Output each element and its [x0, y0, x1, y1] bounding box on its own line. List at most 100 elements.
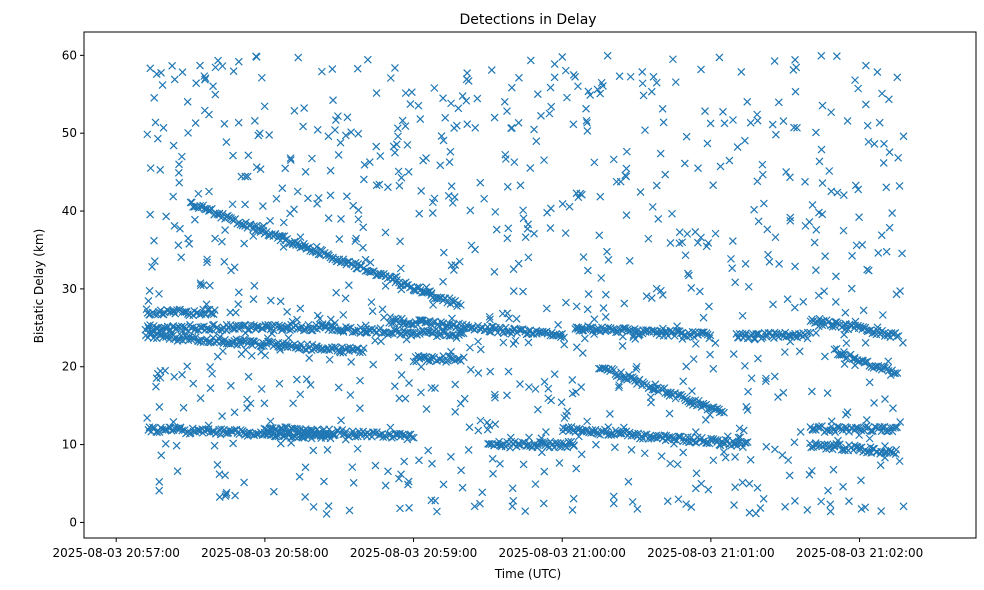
data-point: [341, 435, 350, 444]
data-point: [885, 148, 894, 157]
data-point: [159, 123, 168, 132]
data-point: [503, 309, 512, 318]
data-point: [452, 121, 461, 130]
data-point: [204, 421, 213, 430]
data-point: [158, 81, 167, 90]
data-point: [814, 291, 823, 300]
data-point: [786, 216, 795, 225]
data-point: [786, 213, 795, 222]
data-point: [675, 239, 684, 248]
data-point: [525, 383, 533, 391]
data-point: [894, 153, 903, 162]
data-point: [590, 315, 599, 324]
data-point: [288, 317, 297, 326]
data-point: [214, 56, 222, 65]
data-point: [839, 226, 848, 235]
data-point: [678, 334, 687, 343]
data-point: [408, 433, 416, 442]
data-point: [222, 490, 231, 499]
data-point: [492, 225, 501, 234]
data-point: [702, 242, 711, 251]
data-point: [540, 377, 549, 386]
data-point: [875, 118, 884, 127]
data-point: [746, 455, 755, 464]
data-point: [210, 441, 219, 450]
data-point: [266, 417, 275, 426]
data-point: [569, 442, 578, 451]
data-point: [892, 332, 901, 341]
data-point: [572, 189, 581, 198]
data-point: [503, 107, 511, 116]
data-point: [153, 369, 162, 378]
data-point: [622, 211, 631, 220]
data-point: [401, 89, 410, 98]
data-point: [293, 187, 302, 196]
data-point: [688, 327, 697, 336]
data-point: [196, 394, 205, 403]
data-point: [463, 120, 472, 129]
data-point: [363, 55, 372, 64]
data-point: [205, 110, 213, 119]
data-point: [320, 477, 328, 486]
data-point: [851, 361, 859, 370]
data-point: [771, 130, 780, 139]
data-point: [580, 334, 589, 343]
data-point: [474, 426, 483, 435]
data-point: [485, 312, 494, 321]
data-point: [361, 321, 370, 330]
data-point: [300, 104, 309, 112]
data-point: [372, 89, 381, 97]
data-point: [807, 387, 816, 396]
data-point: [893, 423, 902, 432]
data-point: [201, 74, 210, 83]
data-point: [899, 502, 908, 511]
data-point: [187, 198, 196, 207]
data-point: [439, 480, 448, 489]
data-point: [812, 329, 820, 337]
data-point: [499, 338, 508, 347]
data-point: [151, 310, 160, 319]
data-point: [688, 387, 696, 395]
data-point: [392, 429, 401, 438]
data-point: [322, 510, 331, 518]
data-point: [656, 149, 665, 158]
data-point: [539, 499, 548, 508]
data-point: [143, 130, 152, 139]
data-point: [774, 393, 782, 401]
data-point: [745, 508, 754, 517]
data-point: [428, 459, 436, 468]
data-point: [899, 132, 908, 141]
data-point: [380, 313, 388, 322]
data-point: [424, 446, 433, 455]
data-point: [725, 156, 734, 165]
data-point: [200, 72, 209, 81]
data-point: [636, 188, 645, 196]
data-point: [878, 89, 886, 98]
data-point: [447, 182, 456, 191]
data-point: [583, 417, 592, 426]
data-point: [719, 107, 727, 116]
data-point: [615, 381, 624, 390]
data-point: [789, 66, 798, 74]
data-point: [601, 312, 610, 321]
data-point: [329, 96, 337, 105]
data-point: [706, 410, 714, 419]
data-point: [464, 445, 473, 454]
data-point: [827, 187, 836, 196]
data-point: [389, 275, 398, 284]
data-point: [709, 364, 718, 373]
data-point: [417, 187, 426, 195]
data-point: [820, 352, 829, 361]
data-point: [827, 108, 836, 117]
data-point: [365, 158, 374, 166]
data-point: [240, 239, 249, 248]
data-point: [221, 471, 230, 480]
data-point: [284, 334, 293, 342]
data-point: [851, 317, 860, 326]
data-point: [353, 444, 362, 453]
data-point: [609, 155, 618, 164]
data-point: [530, 229, 539, 238]
data-point: [684, 269, 692, 278]
data-point: [690, 332, 698, 341]
data-point: [531, 480, 540, 489]
